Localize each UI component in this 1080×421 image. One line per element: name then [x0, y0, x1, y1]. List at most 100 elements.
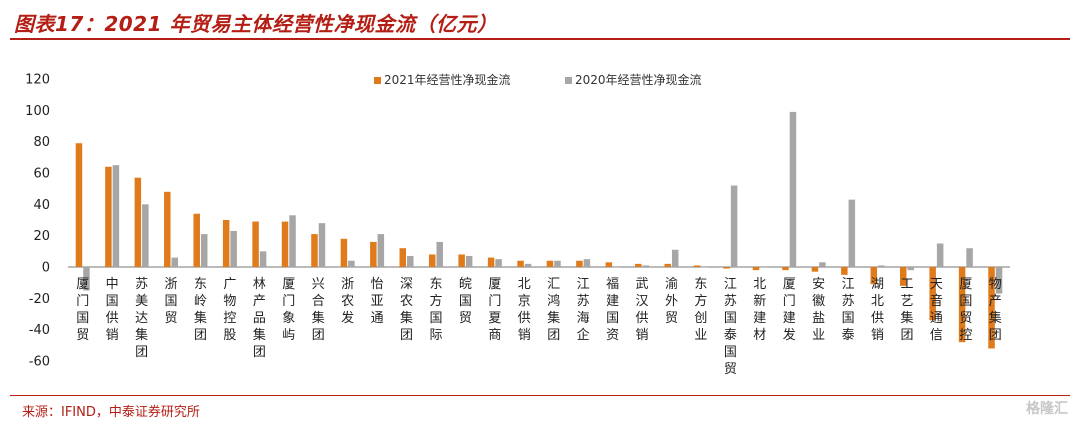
category-label: 兴合集团 — [312, 277, 325, 343]
bar-2020-15 — [524, 263, 532, 267]
bar-2021-30 — [958, 267, 966, 343]
bar-2021-13 — [458, 254, 465, 267]
category-label: 深农集团 — [400, 277, 413, 343]
bar-2020-26 — [848, 199, 856, 267]
bar-2020-27 — [878, 265, 885, 267]
category-label: 东方国际 — [429, 277, 442, 343]
bar-2021-18 — [605, 262, 613, 267]
bar-2020-8 — [318, 223, 326, 267]
title-rule — [10, 38, 1070, 40]
bar-2021-26 — [841, 267, 848, 275]
bar-2021-19 — [635, 263, 642, 267]
legend-label-0: 2021年经营性净现金流 — [384, 72, 511, 87]
y-tick-labels: 120 100 80 60 40 20 0 -20 -40 -60 — [25, 73, 50, 370]
category-label: 江苏海企 — [577, 277, 590, 343]
bar-2021-0 — [75, 143, 83, 267]
bar-2021-11 — [399, 248, 407, 267]
bar-2021-21 — [693, 265, 701, 267]
bar-2020-16 — [554, 260, 561, 267]
category-label: 江苏国泰 — [842, 277, 855, 343]
bar-2020-5 — [230, 230, 237, 267]
bar-2020-7 — [289, 215, 296, 267]
bar-2021-8 — [311, 234, 318, 267]
bar-2020-23 — [760, 267, 767, 268]
bar-2021-9 — [340, 238, 348, 267]
bar-2021-10 — [370, 241, 377, 267]
bar-2021-12 — [428, 254, 436, 267]
category-label: 厦门象屿 — [282, 277, 295, 343]
y-tick-label: 120 — [25, 73, 50, 88]
category-label: 皖国贸 — [459, 277, 472, 326]
bar-2021-29 — [929, 267, 936, 321]
y-tick-label: 20 — [33, 229, 50, 244]
category-label: 厦门建发 — [783, 277, 796, 343]
y-tick-label: 100 — [25, 104, 50, 119]
y-tick-label: -60 — [29, 355, 50, 370]
bar-2020-19 — [642, 265, 650, 267]
category-label: 东方创业 — [694, 277, 707, 343]
bar-2020-11 — [407, 256, 414, 267]
bar-2021-17 — [576, 260, 583, 267]
bar-2021-4 — [193, 213, 200, 267]
category-label: 怡亚通 — [371, 277, 384, 326]
category-label: 安徽盐业 — [812, 277, 825, 343]
bar-2020-3 — [171, 257, 179, 267]
bar-2021-15 — [517, 260, 524, 267]
bar-2020-17 — [583, 259, 591, 267]
bar-2021-1 — [105, 166, 112, 267]
source-note: 来源：IFIND，中泰证券研究所 — [22, 405, 200, 420]
footer-rule — [10, 395, 1070, 396]
bar-2021-3 — [164, 191, 171, 267]
category-label: 天音通信 — [930, 277, 943, 343]
category-label: 北京供销 — [518, 277, 531, 343]
bar-2021-16 — [546, 260, 554, 267]
bar-2020-22 — [730, 185, 738, 267]
category-label: 厦国贸控 — [959, 277, 972, 343]
category-label: 汇鸿集团 — [547, 277, 560, 343]
category-label: 苏美达集团 — [135, 276, 148, 360]
bar-2021-14 — [487, 257, 495, 267]
bar-2021-23 — [752, 267, 760, 271]
bar-2020-0 — [83, 267, 90, 291]
bar-2021-24 — [782, 267, 789, 271]
bar-2021-27 — [870, 267, 878, 285]
bar-2021-28 — [899, 267, 907, 286]
bar-2021-7 — [281, 221, 289, 267]
y-tick-label: 80 — [33, 135, 50, 150]
bar-2020-12 — [436, 241, 443, 267]
bar-2021-2 — [134, 177, 142, 267]
bar-2020-28 — [907, 267, 914, 271]
category-label: 林产品集团 — [253, 277, 266, 360]
bar-2020-24 — [789, 111, 797, 268]
y-tick-label: 40 — [33, 198, 50, 213]
bar-2021-31 — [988, 267, 995, 349]
bar-2021-20 — [664, 263, 671, 267]
bar-2020-1 — [112, 165, 120, 267]
category-label: 厦门夏商 — [488, 277, 501, 343]
chart-title: 图表17：2021 年贸易主体经营性净现金流（亿元） — [14, 12, 498, 36]
category-label: 广物控股 — [223, 277, 236, 343]
y-tick-label: 60 — [33, 167, 50, 182]
bar-2020-25 — [819, 262, 826, 267]
legend-swatch-1 — [565, 77, 572, 84]
legend-swatch-0 — [374, 77, 381, 84]
bar-2020-10 — [377, 234, 385, 267]
category-label: 福建国资 — [606, 277, 619, 343]
bar-2020-31 — [995, 267, 1003, 294]
legend: 2021年经营性净现金流 2020年经营性净现金流 — [374, 72, 702, 87]
category-label: 工艺集团 — [900, 277, 913, 343]
bar-2020-13 — [465, 256, 473, 267]
category-label: 东岭集团 — [194, 277, 207, 343]
bar-chart: 120 100 80 60 40 20 0 -20 -40 -60 厦门国贸 中国供销 苏美达集团 浙国… — [25, 72, 1010, 377]
bar-2020-21 — [701, 267, 708, 268]
category-label: 浙国贸 — [165, 277, 178, 326]
bar-2020-29 — [936, 243, 944, 267]
category-label: 物产集团 — [989, 277, 1002, 343]
category-label: 厦门国贸 — [76, 277, 89, 343]
category-label: 江苏国泰国贸 — [724, 277, 737, 377]
category-label: 武汉供销 — [636, 277, 649, 343]
category-label: 北新建材 — [753, 277, 766, 343]
category-label: 渝外贸 — [665, 276, 678, 326]
bar-2020-2 — [142, 204, 149, 267]
category-labels: 厦门国贸 中国供销 苏美达集团 浙国贸 东岭集团 广物控股 林产品集团 厦门象屿 兴合集团 浙农发… — [76, 276, 1002, 377]
